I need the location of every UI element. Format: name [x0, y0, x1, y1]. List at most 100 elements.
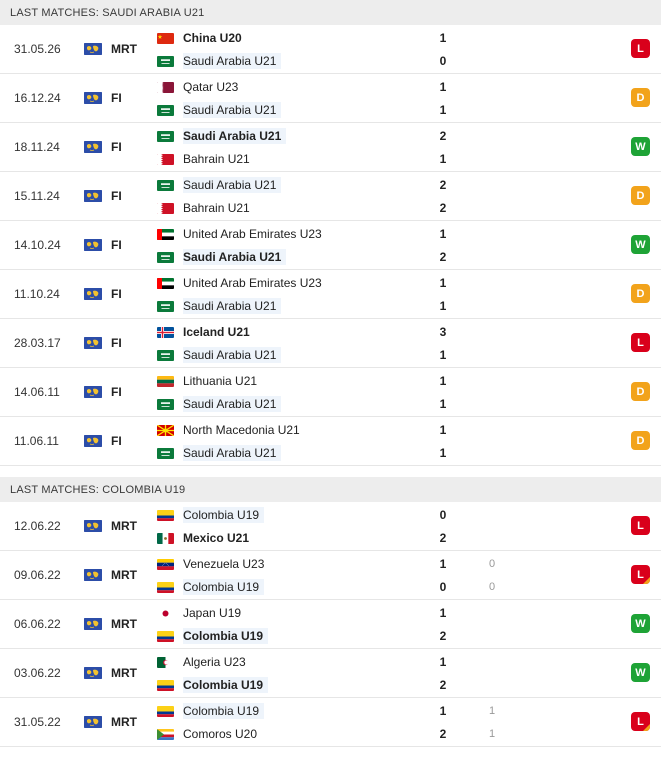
world-flag-icon [84, 667, 102, 679]
home-score: 1 [439, 276, 447, 290]
home-penalty-score: 1 [488, 705, 496, 717]
saudi-flag-icon [157, 130, 174, 142]
match-row[interactable]: 11.06.11 FI North Macedonia U21 Saudi Ar… [0, 417, 661, 466]
away-penalty-score [486, 529, 498, 547]
away-team: Colombia U19 [157, 676, 269, 694]
home-team: Iceland U21 [157, 323, 253, 341]
away-team: Mexico U21 [157, 529, 252, 547]
home-team-name: United Arab Emirates U23 [183, 276, 322, 290]
result-badge: W [631, 137, 650, 156]
away-team: Saudi Arabia U21 [157, 101, 282, 119]
competition-code: MRT [111, 568, 137, 582]
away-team-name: Saudi Arabia U21 [183, 102, 282, 118]
match-row[interactable]: 14.10.24 FI United Arab Emirates U23 Sau… [0, 221, 661, 270]
match-row[interactable]: 18.11.24 FI Saudi Arabia U21 Bahrain U21… [0, 123, 661, 172]
match-date: 12.06.22 [14, 519, 61, 533]
match-row[interactable]: 03.06.22 MRT Algeria U23 Colombia U19 1 … [0, 649, 661, 698]
away-penalty-score [486, 52, 498, 70]
home-score: 1 [439, 557, 447, 571]
world-flag-icon [84, 716, 102, 728]
result-badge: W [631, 663, 650, 682]
world-flag-icon [84, 190, 102, 202]
result-badge: D [631, 284, 650, 303]
result-badge: D [631, 88, 650, 107]
away-score: 2 [439, 201, 447, 215]
away-team: Saudi Arabia U21 [157, 444, 282, 462]
result-badge: W [631, 614, 650, 633]
away-penalty-score [486, 248, 498, 266]
result-badge: L [631, 565, 650, 584]
match-row[interactable]: 06.06.22 MRT Japan U19 Colombia U19 1 2 … [0, 600, 661, 649]
result-badge: D [631, 431, 650, 450]
away-team: Saudi Arabia U21 [157, 52, 282, 70]
away-team: Saudi Arabia U21 [157, 346, 282, 364]
match-date: 18.11.24 [14, 140, 60, 154]
home-score: 1 [439, 423, 447, 437]
match-row[interactable]: 31.05.22 MRT Colombia U19 Comoros U20 1 … [0, 698, 661, 747]
world-flag-icon [84, 569, 102, 581]
home-team-name: Saudi Arabia U21 [183, 128, 287, 144]
home-team-name: China U20 [183, 31, 242, 45]
match-row[interactable]: 31.05.26 MRT China U20 Saudi Arabia U21 … [0, 25, 661, 74]
bahrain-flag-icon [157, 202, 174, 214]
world-flag-icon [84, 92, 102, 104]
saudi-flag-icon [157, 104, 174, 116]
match-row[interactable]: 09.06.22 MRT Venezuela U23 Colombia U19 … [0, 551, 661, 600]
venezuela-flag-icon [157, 558, 174, 570]
away-team-name: Mexico U21 [183, 531, 250, 545]
match-date: 31.05.26 [14, 42, 61, 56]
colombia-flag-icon [157, 630, 174, 642]
macedonia-flag-icon [157, 424, 174, 436]
home-team: Saudi Arabia U21 [157, 127, 287, 145]
match-row[interactable]: 28.03.17 FI Iceland U21 Saudi Arabia U21… [0, 319, 661, 368]
home-team-name: United Arab Emirates U23 [183, 227, 322, 241]
home-team: United Arab Emirates U23 [157, 225, 325, 243]
match-date: 16.12.24 [14, 91, 61, 105]
away-penalty-score: 0 [488, 581, 496, 593]
away-team: Comoros U20 [157, 725, 260, 743]
match-date: 14.06.11 [14, 385, 60, 399]
away-penalty-score [486, 676, 498, 694]
match-row[interactable]: 15.11.24 FI Saudi Arabia U21 Bahrain U21… [0, 172, 661, 221]
match-date: 14.10.24 [14, 238, 61, 252]
home-score: 1 [439, 80, 447, 94]
home-score: 0 [439, 508, 447, 522]
result-badge: L [631, 333, 650, 352]
competition-code: FI [111, 287, 122, 301]
result-badge: D [631, 382, 650, 401]
away-team-name: Saudi Arabia U21 [183, 347, 282, 363]
home-team: Colombia U19 [157, 506, 265, 524]
away-score: 1 [439, 299, 447, 313]
saudi-flag-icon [157, 349, 174, 361]
away-score: 1 [439, 152, 447, 166]
home-team-name: Venezuela U23 [183, 557, 265, 571]
away-penalty-score [486, 346, 498, 364]
away-penalty-score [486, 150, 498, 168]
section-header: LAST MATCHES: COLOMBIA U19 [0, 477, 661, 502]
match-date: 06.06.22 [14, 617, 61, 631]
away-penalty-score [486, 444, 498, 462]
home-score: 1 [439, 606, 447, 620]
match-row[interactable]: 12.06.22 MRT Colombia U19 Mexico U21 0 2… [0, 502, 661, 551]
away-team: Colombia U19 [157, 578, 265, 596]
match-row[interactable]: 14.06.11 FI Lithuania U21 Saudi Arabia U… [0, 368, 661, 417]
away-team-name: Bahrain U21 [183, 201, 250, 215]
away-penalty-score [486, 627, 498, 645]
competition-code: MRT [111, 666, 137, 680]
saudi-flag-icon [157, 300, 174, 312]
match-row[interactable]: 11.10.24 FI United Arab Emirates U23 Sau… [0, 270, 661, 319]
world-flag-icon [84, 618, 102, 630]
match-date: 31.05.22 [14, 715, 61, 729]
colombia-flag-icon [157, 581, 174, 593]
match-date: 09.06.22 [14, 568, 61, 582]
home-score: 3 [439, 325, 447, 339]
home-team: Colombia U19 [157, 702, 265, 720]
competition-code: FI [111, 91, 122, 105]
match-row[interactable]: 16.12.24 FI Qatar U23 Saudi Arabia U21 1… [0, 74, 661, 123]
section-gap [0, 466, 661, 477]
world-flag-icon [84, 239, 102, 251]
competition-code: FI [111, 336, 122, 350]
home-team-name: North Macedonia U21 [183, 423, 300, 437]
home-team: Saudi Arabia U21 [157, 176, 282, 194]
away-penalty-score: 1 [488, 728, 496, 740]
